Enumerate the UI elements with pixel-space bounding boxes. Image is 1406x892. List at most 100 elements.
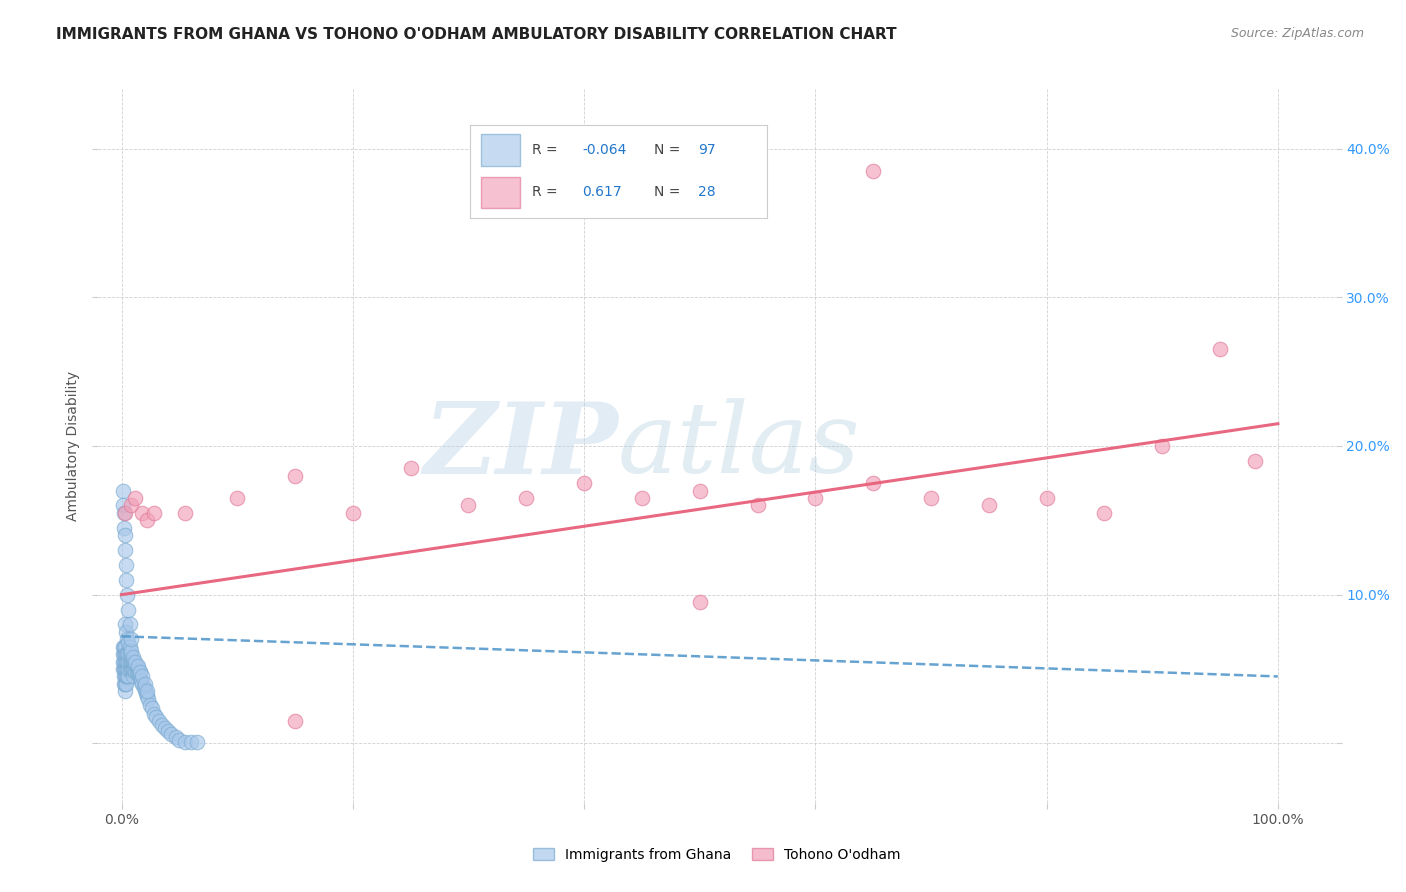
Point <box>118 640 141 654</box>
Point <box>112 669 135 683</box>
Point <box>111 640 134 654</box>
Point <box>115 662 138 676</box>
Point <box>160 727 183 741</box>
Point <box>114 543 136 558</box>
Point <box>112 506 135 520</box>
Point <box>1209 343 1232 357</box>
FancyBboxPatch shape <box>481 177 520 209</box>
Point <box>572 476 595 491</box>
Point <box>120 655 142 669</box>
Point <box>180 735 202 749</box>
Point <box>150 718 173 732</box>
Point <box>117 662 139 676</box>
Point <box>134 682 156 697</box>
Point <box>132 680 155 694</box>
Point <box>139 698 162 712</box>
Point <box>117 669 139 683</box>
Point <box>804 491 827 505</box>
Point <box>122 662 145 676</box>
Point <box>117 669 139 683</box>
Text: N =: N = <box>654 185 681 199</box>
Point <box>129 665 152 679</box>
Point <box>747 499 769 513</box>
Point <box>141 700 163 714</box>
Point <box>457 499 479 513</box>
Point <box>131 506 153 520</box>
Point <box>155 722 177 736</box>
Point <box>122 650 145 665</box>
Point <box>114 617 136 632</box>
Point <box>111 647 134 661</box>
Point <box>122 655 145 669</box>
Point <box>115 647 138 661</box>
Point <box>174 506 197 520</box>
Point <box>134 677 156 691</box>
Point <box>135 686 157 700</box>
Point <box>117 635 139 649</box>
Point <box>124 657 146 672</box>
Point <box>136 684 159 698</box>
Point <box>120 662 142 676</box>
Point <box>111 662 134 676</box>
Point <box>117 602 139 616</box>
Point <box>342 506 364 520</box>
Point <box>124 655 146 669</box>
Point <box>125 659 148 673</box>
Point <box>111 655 134 669</box>
Point <box>129 671 152 685</box>
Point <box>114 684 136 698</box>
Point <box>284 714 307 728</box>
Text: IMMIGRANTS FROM GHANA VS TOHONO O'ODHAM AMBULATORY DISABILITY CORRELATION CHART: IMMIGRANTS FROM GHANA VS TOHONO O'ODHAM … <box>56 27 897 42</box>
Point <box>112 677 135 691</box>
Point <box>111 483 134 498</box>
Point <box>114 677 136 691</box>
Point <box>127 659 149 673</box>
Point <box>118 647 141 661</box>
Text: R =: R = <box>531 185 558 199</box>
Point <box>148 714 170 728</box>
Point <box>117 662 139 676</box>
Point <box>169 733 191 747</box>
Y-axis label: Ambulatory Disability: Ambulatory Disability <box>66 371 80 521</box>
Point <box>124 491 146 505</box>
Point <box>862 164 884 178</box>
Point <box>117 632 139 647</box>
FancyBboxPatch shape <box>481 134 520 166</box>
Point <box>118 662 141 676</box>
Legend: Immigrants from Ghana, Tohono O'odham: Immigrants from Ghana, Tohono O'odham <box>527 842 907 867</box>
Point <box>115 655 138 669</box>
Point <box>114 662 136 676</box>
Point <box>142 706 165 721</box>
Point <box>115 624 138 639</box>
Point <box>1152 439 1174 453</box>
Point <box>122 655 145 669</box>
Point <box>515 491 537 505</box>
Point <box>142 506 165 520</box>
Text: Source: ZipAtlas.com: Source: ZipAtlas.com <box>1230 27 1364 40</box>
Point <box>145 709 167 723</box>
Point <box>689 595 711 609</box>
Text: -0.064: -0.064 <box>582 143 627 157</box>
Point <box>689 483 711 498</box>
Point <box>136 513 159 527</box>
Point <box>120 647 142 661</box>
Point <box>124 665 146 679</box>
Point <box>977 499 1000 513</box>
Point <box>186 735 208 749</box>
Point <box>129 673 152 688</box>
Point <box>120 644 142 658</box>
Text: N =: N = <box>654 143 681 157</box>
Point <box>121 662 143 676</box>
Point <box>114 669 136 683</box>
Point <box>114 655 136 669</box>
Point <box>1094 506 1116 520</box>
Point <box>114 647 136 661</box>
Text: 97: 97 <box>699 143 716 157</box>
Point <box>125 665 148 679</box>
Point <box>112 521 135 535</box>
Point <box>120 499 142 513</box>
Point <box>114 640 136 654</box>
Point <box>117 647 139 661</box>
Point <box>115 677 138 691</box>
Point <box>862 476 884 491</box>
